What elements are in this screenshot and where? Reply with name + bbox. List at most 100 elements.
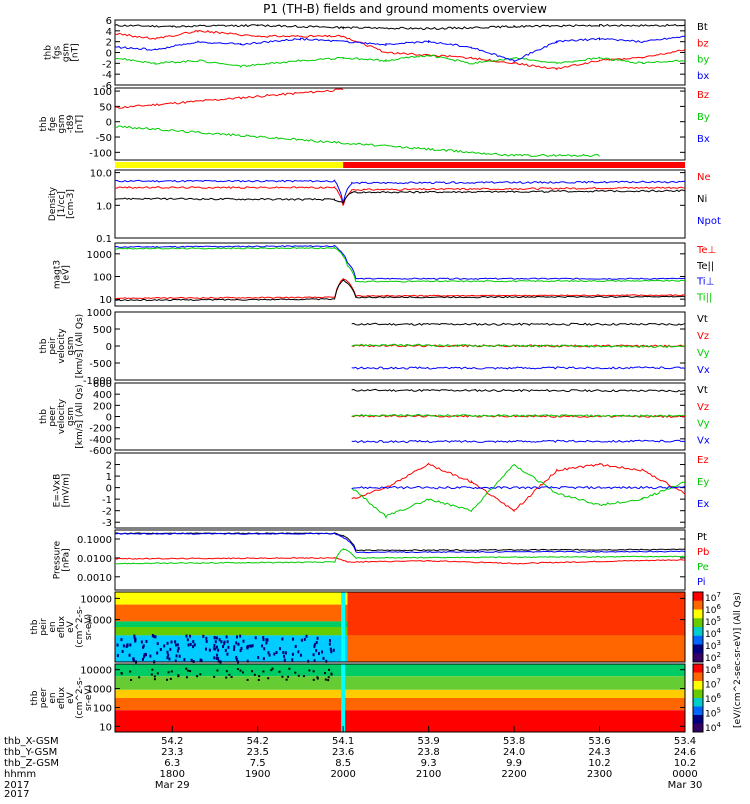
y-axis-label-peer_en: eflux xyxy=(57,686,67,709)
y-axis-label-efield: [mV/m] xyxy=(62,474,72,508)
y-axis-label-peer_vel: thb xyxy=(39,409,49,424)
panel-frame-peer_en xyxy=(114,663,686,733)
y-axis-label-peer_en: eV xyxy=(66,691,76,704)
spectrogram-speck xyxy=(233,648,236,652)
y-tick-label-peir_vel: 0 xyxy=(106,342,112,353)
spectrogram-speck xyxy=(268,653,271,657)
colorbar-label: [eV/(cm^2-sec-sr-eV)] (All Qs) xyxy=(733,592,743,728)
spectrogram-speck xyxy=(186,669,189,672)
spectrogram-speck xyxy=(329,647,332,651)
legend-entry-peer_vel: Vx xyxy=(697,435,710,446)
spectrogram-speck xyxy=(281,675,284,678)
spectrogram-speck xyxy=(283,658,286,662)
y-gsm-label: 23.5 xyxy=(247,747,269,758)
colorbar-frame-0 xyxy=(692,591,704,663)
spectrogram-speck xyxy=(316,636,319,640)
spectrogram-speck xyxy=(223,640,226,644)
legend-entry-fgs: by xyxy=(697,55,709,66)
spectrogram-speck xyxy=(170,670,173,673)
z-gsm-label: 9.3 xyxy=(421,758,437,769)
spectrogram-speck xyxy=(213,644,216,648)
spectrogram-speck xyxy=(332,648,335,652)
spectrogram-speck xyxy=(216,653,219,657)
panel-frame-fge xyxy=(114,87,686,161)
spectrogram-speck xyxy=(166,650,169,654)
spectrogram-band-peer_en-1 xyxy=(115,676,685,690)
y-gsm-label: 24.0 xyxy=(503,747,525,758)
spectrogram-speck xyxy=(302,675,305,678)
spectrogram-speck xyxy=(315,649,318,653)
y-tick-label-fgs: 2 xyxy=(106,38,112,49)
y-tick-label-temp: 1000 xyxy=(87,250,112,261)
spectrogram-speck xyxy=(225,670,228,673)
legend-entry-peir_vel: Vx xyxy=(697,365,710,376)
spectrogram-speck xyxy=(192,640,195,644)
spectrogram-speck xyxy=(142,644,145,648)
legend-entry-pressure: Pi xyxy=(697,577,706,588)
legend-entry-peir_vel: Vy xyxy=(697,348,710,359)
spectrogram-speck xyxy=(316,677,319,680)
series-line-peer_vel-3 xyxy=(351,439,686,444)
spectrogram-speck xyxy=(278,670,281,673)
x-gsm-label: 54.2 xyxy=(161,736,183,747)
spectrogram-speck xyxy=(129,670,132,673)
y-tick-label-peer_vel: -200 xyxy=(89,424,112,435)
series-line-peir_vel-2 xyxy=(351,343,686,348)
spectrogram-speck xyxy=(189,642,192,646)
spectrogram-speck xyxy=(261,644,264,648)
spectrogram-speck xyxy=(116,643,119,647)
y-axis-label-fge: [nT] xyxy=(75,115,85,133)
colorbar-segment-0 xyxy=(693,592,703,602)
spectrogram-speck xyxy=(313,645,316,649)
spectrogram-speck xyxy=(267,677,270,680)
spectrogram-gap-peir_en xyxy=(341,592,346,662)
colorbar-segment-1 xyxy=(693,672,703,682)
y-tick-label-peir_vel: 500 xyxy=(93,325,112,336)
spectrogram-band-peer_en-2 xyxy=(115,689,685,698)
spectrogram-speck xyxy=(291,658,294,662)
legend-entry-peir_vel: Vt xyxy=(697,314,708,325)
spectrogram-speck xyxy=(324,678,327,681)
y-axis-label-peer_en: sr-eV) xyxy=(84,685,94,711)
spectrogram-speck xyxy=(217,657,220,661)
mode-bar-red xyxy=(343,162,685,168)
colorbar-tick-label: 108 xyxy=(705,663,721,676)
legend-entry-pressure: Pb xyxy=(697,547,709,558)
spectrogram-speck xyxy=(175,654,178,658)
spectrogram-speck xyxy=(185,676,188,679)
spectrogram-speck xyxy=(215,656,218,660)
spectrogram-speck xyxy=(187,643,190,647)
y-tick-label-pressure: 0.0100 xyxy=(77,554,112,565)
spectrogram-speck xyxy=(225,635,228,639)
series-line-pressure-0 xyxy=(114,532,686,552)
spectrogram-speck xyxy=(294,671,297,674)
y-axis-label-fgs: [nT] xyxy=(71,43,81,61)
spectrogram-speck xyxy=(266,638,269,642)
spectrogram-speck xyxy=(177,675,180,678)
spectrogram-speck xyxy=(299,653,302,657)
colorbar-tick-label: 106 xyxy=(705,692,721,705)
spectrogram-speck xyxy=(154,635,157,639)
z-gsm-label: 9.9 xyxy=(506,758,522,769)
y-tick-label-density: 0.1 xyxy=(96,234,112,245)
y-axis-label-peir_en: peir xyxy=(39,618,49,636)
spectrogram-speck xyxy=(128,653,131,657)
row-label: 2017 xyxy=(4,780,29,791)
spectrogram-speck xyxy=(313,659,316,663)
spectrogram-speck xyxy=(303,637,306,641)
spectrogram-speck xyxy=(281,637,284,641)
spectrogram-speck xyxy=(166,678,169,681)
spectrogram-speck xyxy=(145,639,148,643)
y-tick-label-efield: 1 xyxy=(106,472,112,483)
spectrogram-speck xyxy=(291,652,294,656)
y-tick-label-efield: -1 xyxy=(102,495,112,506)
spectrogram-speck xyxy=(225,676,228,679)
spectrogram-speck xyxy=(312,653,315,657)
spectrogram-speck xyxy=(169,677,172,680)
spectrogram-speck xyxy=(253,673,256,676)
spectrogram-speck xyxy=(200,659,203,663)
spectrogram-speck xyxy=(322,656,325,660)
spectrogram-speck xyxy=(273,652,276,656)
spectrogram-band-peir-low xyxy=(347,635,685,662)
y-axis-label-peer_en: thb xyxy=(30,690,40,705)
